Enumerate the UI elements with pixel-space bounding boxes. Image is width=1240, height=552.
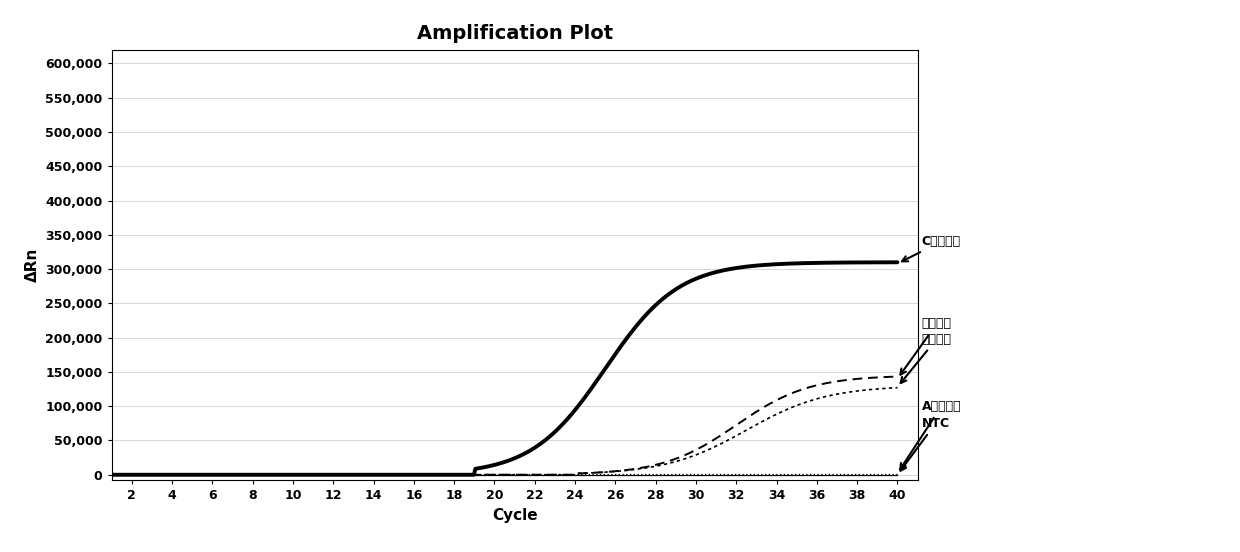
Text: A等位基因: A等位基因 (900, 400, 961, 469)
X-axis label: Cycle: Cycle (492, 508, 537, 523)
Text: C等位基因: C等位基因 (901, 235, 961, 261)
Text: NTC: NTC (900, 417, 950, 471)
Text: 内参基因: 内参基因 (900, 317, 951, 375)
Y-axis label: ΔRn: ΔRn (25, 248, 40, 282)
Title: Amplification Plot: Amplification Plot (417, 24, 613, 43)
Text: 内参基因: 内参基因 (900, 332, 951, 383)
